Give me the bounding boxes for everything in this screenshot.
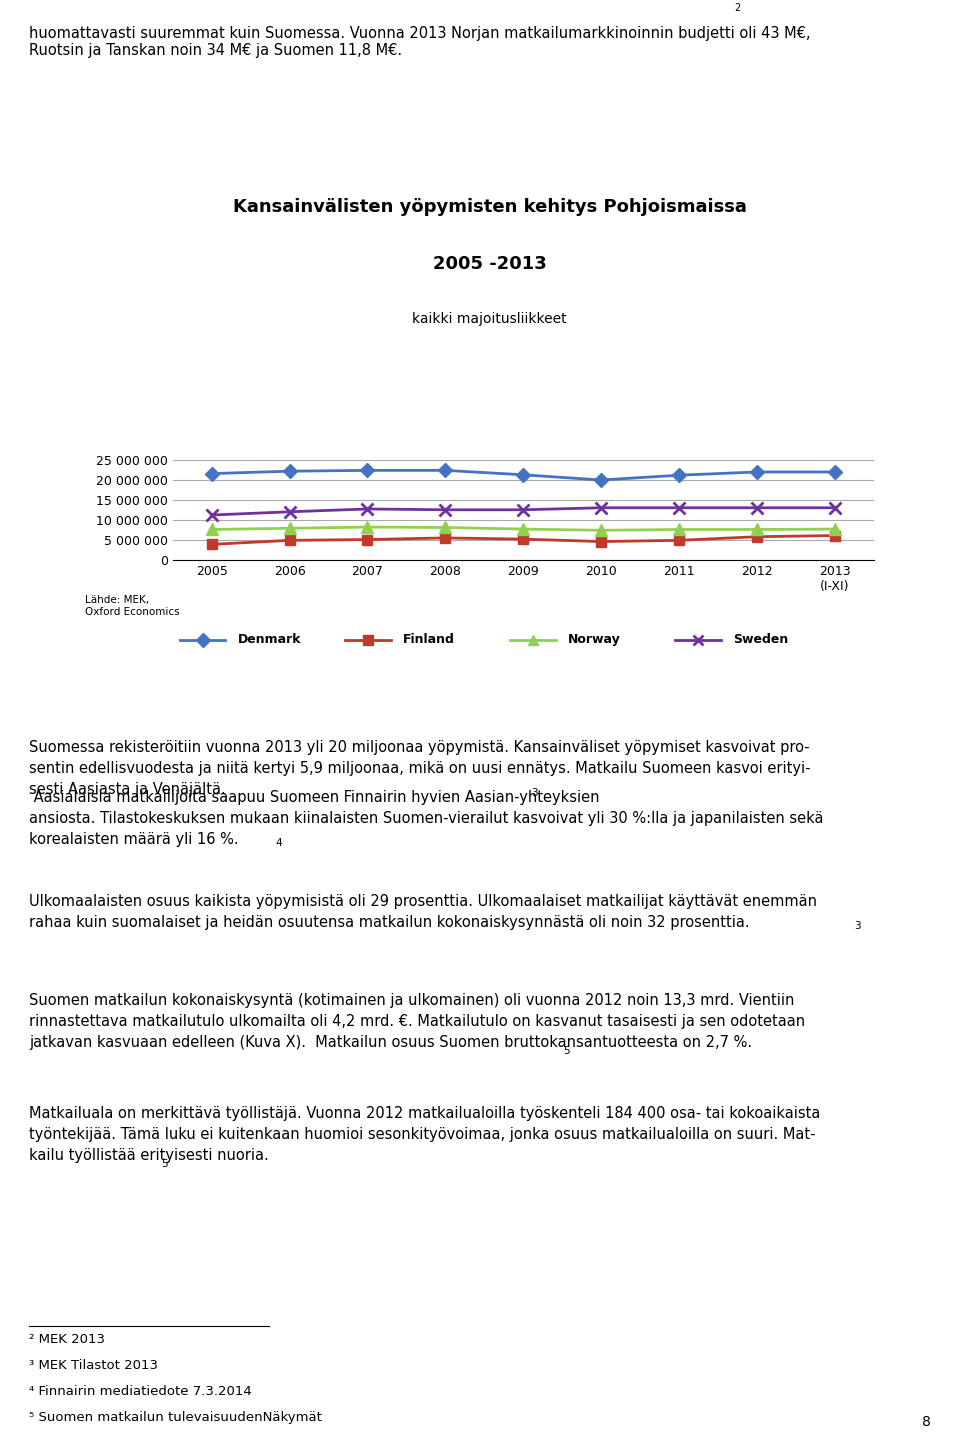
- Text: 5: 5: [564, 1045, 570, 1055]
- Text: Matkailuala on merkittävä työllistäjä. Vuonna 2012 matkailualoilla työskenteli 1: Matkailuala on merkittävä työllistäjä. V…: [29, 1106, 820, 1163]
- Text: ² MEK 2013: ² MEK 2013: [29, 1333, 105, 1347]
- Text: Finland: Finland: [403, 633, 455, 646]
- Text: Aasialaisia matkailijoita saapuu Suomeen Finnairin hyvien Aasian-yhteyksien
ansi: Aasialaisia matkailijoita saapuu Suomeen…: [29, 790, 824, 847]
- Text: ³ MEK Tilastot 2013: ³ MEK Tilastot 2013: [29, 1358, 157, 1373]
- Text: Ulkomaalaisten osuus kaikista yöpymisistä oli 29 prosenttia. Ulkomaalaiset matka: Ulkomaalaisten osuus kaikista yöpymisist…: [29, 893, 817, 931]
- Text: 5: 5: [161, 1159, 168, 1169]
- Text: ⁴ Finnairin mediatiedote 7.3.2014: ⁴ Finnairin mediatiedote 7.3.2014: [29, 1384, 252, 1399]
- Text: Kansainvälisten yöpymisten kehitys Pohjoismaissa: Kansainvälisten yöpymisten kehitys Pohjo…: [232, 198, 747, 217]
- Text: huomattavasti suuremmat kuin Suomessa. Vuonna 2013 Norjan matkailumarkkinoinnin : huomattavasti suuremmat kuin Suomessa. V…: [29, 26, 810, 59]
- Text: ⁵ Suomen matkailun tulevaisuudenNäkymät: ⁵ Suomen matkailun tulevaisuudenNäkymät: [29, 1410, 322, 1425]
- Text: 3: 3: [531, 788, 538, 798]
- Text: Suomen matkailun kokonaiskysyntä (kotimainen ja ulkomainen) oli vuonna 2012 noin: Suomen matkailun kokonaiskysyntä (kotima…: [29, 994, 804, 1050]
- Text: kaikki majoitusliikkeet: kaikki majoitusliikkeet: [412, 312, 567, 326]
- Text: 2: 2: [734, 3, 741, 13]
- Text: Norway: Norway: [568, 633, 621, 646]
- Text: Sweden: Sweden: [733, 633, 788, 646]
- Text: 4: 4: [276, 839, 282, 847]
- Text: Denmark: Denmark: [238, 633, 301, 646]
- Text: 3: 3: [854, 922, 861, 931]
- Text: 8: 8: [923, 1414, 931, 1429]
- Text: Lähde: MEK,
Oxford Economics: Lähde: MEK, Oxford Economics: [85, 596, 180, 617]
- Text: 2005 -2013: 2005 -2013: [433, 256, 546, 273]
- Text: Suomessa rekisteröitiin vuonna 2013 yli 20 miljoonaa yöpymistä. Kansainväliset y: Suomessa rekisteröitiin vuonna 2013 yli …: [29, 740, 810, 797]
